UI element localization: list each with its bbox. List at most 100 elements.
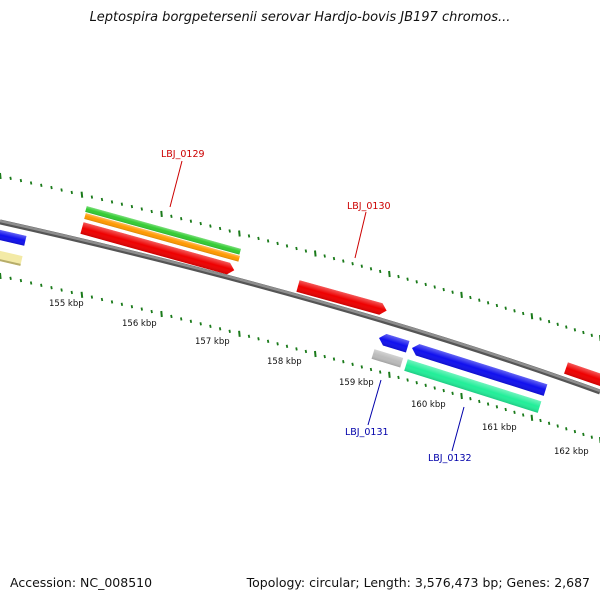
scale-major-tick [80,291,84,298]
scale-minor-tick [522,311,525,316]
scale-minor-tick [379,370,382,374]
scale-minor-tick [304,349,308,354]
scale-minor-tick [295,347,298,351]
scale-minor-tick [332,357,336,361]
gene-red-right-edge[interactable] [564,362,600,390]
leader-lbj-0131 [367,379,382,426]
scale-minor-tick [209,224,212,228]
genome-summary-text: Topology: circular; Length: 3,576,473 bp… [246,575,590,590]
scale-minor-tick [9,276,12,280]
scale-minor-tick [556,322,559,326]
gene-label-lbj-0132[interactable]: LBJ_0132 [428,453,472,464]
scale-track-bottom [0,272,600,444]
scale-minor-tick [504,407,507,412]
scale-major-tick [160,310,163,318]
scale-minor-tick [478,399,481,404]
scale-minor-tick [180,317,183,321]
gene-lbj-0131-gray[interactable] [371,349,404,368]
scale-minor-tick [442,388,445,393]
scale-minor-tick [351,362,354,366]
scale-minor-tick [590,435,593,439]
scale-minor-tick [573,328,577,332]
scale-minor-tick [486,402,490,406]
scale-minor-tick [451,391,454,395]
scale-minor-tick [406,378,409,382]
scale-minor-tick [170,314,173,319]
scale-minor-tick [433,386,436,390]
scale-minor-tick [513,410,516,414]
scale-minor-tick [590,333,593,337]
scale-label-155: 155 kbp [49,299,84,309]
scale-minor-tick [323,354,326,359]
gene-label-lbj-0131[interactable]: LBJ_0131 [345,427,389,438]
scale-label-161: 161 kbp [482,423,517,433]
scale-minor-tick [285,244,289,248]
scale-minor-tick [486,301,490,305]
scale-minor-tick [342,259,345,263]
gene-label-lbj-0129[interactable]: LBJ_0129 [161,149,205,160]
scale-minor-tick [50,185,53,190]
scale-minor-tick [29,281,33,285]
gene-lbj-0132-blue[interactable] [410,342,548,396]
gene-lbj-0132-teal[interactable] [404,359,542,413]
gene-lbj-0130[interactable] [296,280,388,316]
scale-minor-tick [218,327,222,331]
scale-minor-tick [70,190,73,195]
gene-label-lbj-0130[interactable]: LBJ_0130 [347,201,391,212]
scale-minor-tick [140,207,143,211]
scale-minor-tick [565,325,568,329]
scale-label-157: 157 kbp [195,337,230,347]
scale-label-162: 162 kbp [554,447,589,457]
scale-minor-tick [513,309,516,313]
scale-major-tick [0,172,2,180]
scale-minor-tick [285,344,289,348]
scale-minor-tick [522,413,525,417]
scale-minor-tick [469,397,472,401]
gene-lbj-0129-orange[interactable] [84,213,240,262]
scale-minor-tick [266,339,270,343]
scale-track-top [0,172,600,342]
scale-minor-tick [120,202,124,206]
scale-minor-tick [547,319,551,324]
scale-minor-tick [19,278,23,283]
scale-minor-tick [495,303,499,308]
scale-minor-tick [209,324,212,328]
scale-minor-tick [406,277,409,281]
scale-major-tick [388,270,391,278]
scale-minor-tick [189,219,193,223]
scale-minor-tick [266,239,270,243]
scale-minor-tick [433,285,436,289]
scale-minor-tick [228,329,231,333]
accession-text: Accession: NC_008510 [10,575,153,590]
scale-major-tick [460,291,463,298]
gene-yellow-left-edge[interactable] [0,248,23,266]
scale-minor-tick [415,280,418,284]
scale-major-tick [238,230,241,237]
scale-minor-tick [442,287,445,292]
scale-minor-tick [130,204,134,209]
scale-minor-tick [332,256,336,261]
scale-minor-tick [40,183,43,187]
gene-blue-left-edge[interactable] [0,227,27,246]
scale-major-tick [530,414,534,421]
scale-minor-tick [424,282,427,287]
scale-minor-tick [140,307,143,311]
chromosome-title: Leptospira borgpetersenii serovar Hardjo… [89,10,511,25]
gene-lbj-0131-blue[interactable] [377,332,410,353]
scale-minor-tick [150,309,153,314]
scale-minor-tick [342,360,345,364]
leader-lbj-0130 [354,211,367,259]
scale-major-tick [160,210,163,217]
scale-minor-tick [90,195,94,199]
scale-minor-tick [257,236,260,241]
scale-minor-tick [90,295,94,299]
scale-minor-tick [180,217,183,221]
scale-minor-tick [150,209,153,214]
scale-minor-tick [189,319,193,323]
scale-minor-tick [379,269,382,274]
gene-lbj-0129-red[interactable] [80,222,235,276]
gene-lbj-0129-green[interactable] [85,206,241,255]
scale-minor-tick [60,188,63,192]
scale-minor-tick [415,381,418,385]
